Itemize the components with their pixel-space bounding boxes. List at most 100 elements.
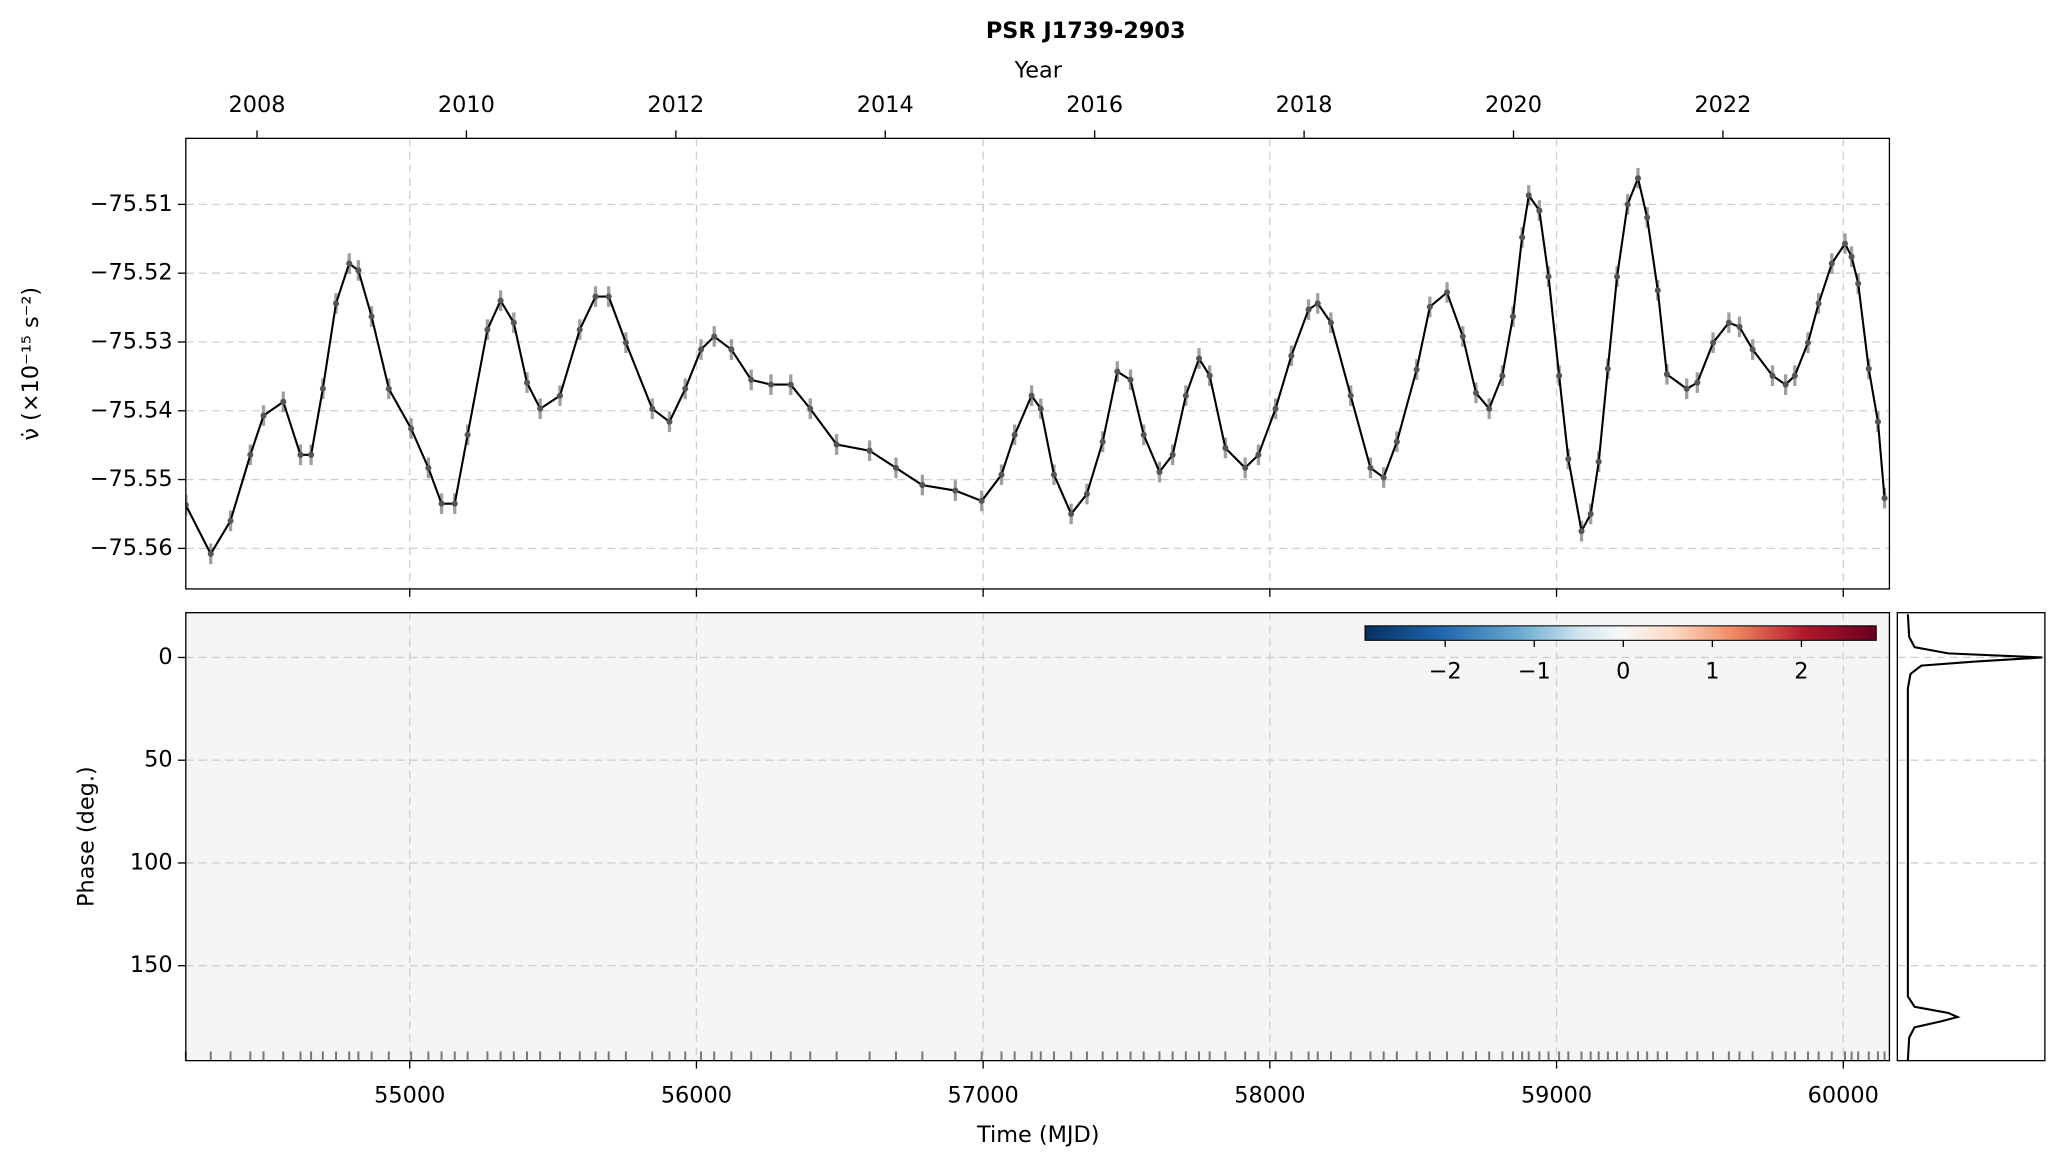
point: [1413, 366, 1420, 373]
heatmap-field: [185, 612, 1890, 1061]
point: [833, 441, 840, 448]
point: [1644, 214, 1651, 221]
point: [1068, 510, 1075, 517]
point: [368, 313, 375, 320]
point: [1769, 372, 1776, 379]
colorbar-tick-label: 0: [1616, 658, 1630, 684]
point: [1815, 300, 1822, 307]
point: [576, 326, 583, 333]
point: [227, 517, 234, 524]
x-tick-label: 57000: [948, 1083, 1019, 1109]
point: [1222, 444, 1229, 451]
point: [748, 376, 755, 383]
point: [1683, 385, 1690, 392]
point: [978, 497, 985, 504]
point: [510, 319, 517, 326]
point: [1011, 431, 1018, 438]
x2-tick-label: 2008: [229, 92, 286, 118]
x2-tick-label: 2012: [647, 92, 704, 118]
point: [998, 471, 1005, 478]
point: [1393, 438, 1400, 445]
point: [1127, 376, 1134, 383]
point: [952, 487, 959, 494]
point: [1037, 405, 1044, 412]
chart-title: PSR J1739-2903: [986, 18, 1186, 44]
x2-tick-label: 2018: [1276, 92, 1333, 118]
y-axis-label: Phase (deg.): [73, 766, 99, 907]
point: [1587, 510, 1594, 517]
y-tick-label: 150: [130, 952, 173, 978]
point: [556, 392, 563, 399]
point: [319, 385, 326, 392]
x2-tick-label: 2010: [438, 92, 495, 118]
y-tick-label: −75.54: [90, 397, 173, 423]
point: [185, 501, 189, 509]
point: [1327, 319, 1334, 326]
y-tick-label: −75.52: [90, 260, 173, 286]
colorbar-tick-label: −2: [1429, 658, 1462, 684]
y-tick-label: 0: [158, 644, 172, 670]
point: [1050, 471, 1057, 478]
x-tick-label: 58000: [1234, 1083, 1305, 1109]
point: [1114, 368, 1121, 375]
x-tick-label: 55000: [374, 1083, 445, 1109]
point: [807, 405, 814, 412]
point: [1472, 389, 1480, 396]
point: [1305, 306, 1312, 313]
colorbar: [1364, 625, 1877, 641]
x-axis-label: Time (MJD): [976, 1122, 1099, 1148]
point: [1169, 451, 1176, 458]
point: [1578, 528, 1585, 535]
point: [622, 339, 629, 346]
point: [1195, 355, 1203, 362]
point: [1556, 372, 1563, 379]
point: [1624, 201, 1631, 208]
y-tick-label: −75.55: [90, 466, 173, 492]
point: [333, 300, 340, 307]
point: [425, 464, 432, 471]
point: [682, 385, 689, 392]
point: [1426, 303, 1433, 310]
colorbar-tick-label: 1: [1705, 658, 1719, 684]
y-tick-label: 50: [144, 747, 172, 773]
x2-tick-label: 2016: [1066, 92, 1123, 118]
point: [1791, 372, 1798, 379]
axes-frame: [185, 137, 1891, 590]
point: [1459, 333, 1466, 340]
point: [1694, 379, 1701, 386]
point: [1841, 240, 1849, 247]
point: [697, 346, 705, 353]
point: [1749, 346, 1756, 353]
point: [1736, 323, 1743, 330]
point: [1536, 207, 1543, 214]
point: [1828, 260, 1835, 267]
point: [385, 385, 392, 392]
point: [728, 346, 735, 353]
point: [1242, 464, 1249, 471]
x2-tick-label: 2020: [1485, 92, 1542, 118]
point: [537, 405, 544, 412]
point: [1255, 451, 1262, 458]
point: [1595, 458, 1602, 465]
y-tick-label: 100: [130, 849, 173, 875]
x2-tick-label: 2022: [1694, 92, 1751, 118]
point: [767, 381, 775, 388]
point: [247, 451, 254, 458]
x-tick-label: 59000: [1521, 1083, 1592, 1109]
x-tick-label: 60000: [1808, 1083, 1879, 1109]
point: [1865, 365, 1872, 372]
point: [1486, 405, 1493, 412]
x2-axis-label: Year: [1014, 58, 1063, 84]
point: [919, 482, 926, 489]
point: [1206, 372, 1213, 379]
point: [497, 297, 504, 304]
point: [649, 405, 656, 412]
x2-tick-label: 2014: [857, 92, 914, 118]
y-tick-label: −75.51: [90, 191, 173, 217]
point: [464, 431, 471, 438]
y-tick-label: −75.56: [90, 535, 173, 561]
point: [1380, 474, 1387, 481]
x-tick-label: 56000: [661, 1083, 732, 1109]
point: [260, 412, 267, 419]
